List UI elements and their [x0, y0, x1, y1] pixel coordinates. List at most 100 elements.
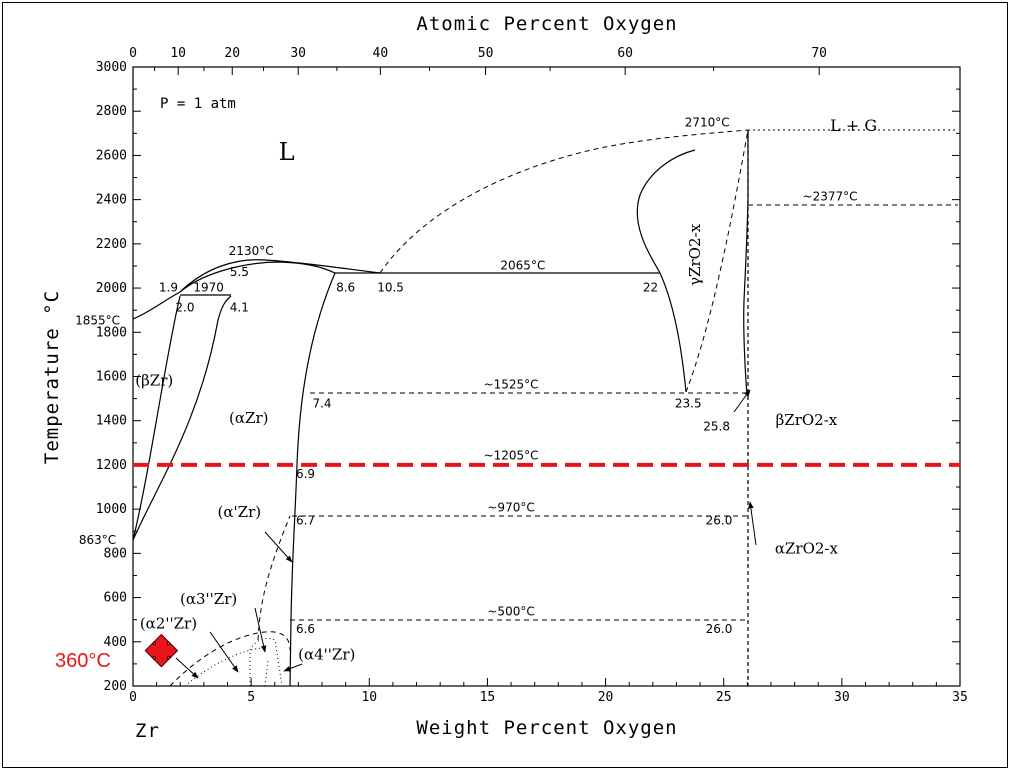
annotation-label: 10.5 — [377, 280, 404, 294]
arrow-alpha2 — [254, 607, 267, 653]
region-label: γZrO2-x — [686, 223, 704, 285]
y-axis-label: Temperature °C — [41, 290, 63, 464]
element-label: Zr — [135, 720, 160, 742]
gamma-lower-left — [659, 272, 687, 393]
x-tick-label: 35 — [952, 690, 968, 705]
x-tick-label: 10 — [361, 690, 377, 705]
pressure-condition: P = 1 atm — [160, 96, 236, 112]
annotation-label: 2710°C — [685, 116, 730, 130]
x-tick-label: 15 — [480, 690, 496, 705]
liquidus-dome — [179, 259, 381, 293]
region-label: (α4''Zr) — [298, 645, 355, 663]
annotation-label: 2130°C — [229, 244, 274, 258]
annotation-label: 6.6 — [296, 622, 315, 636]
region-label: (βZr) — [135, 371, 173, 389]
annotation-label: ~1205°C — [484, 448, 539, 462]
annotation-label: 863°C — [79, 533, 116, 547]
region-label: (α'Zr) — [218, 503, 262, 521]
arrow-alpha4 — [283, 663, 303, 672]
x2-tick-label: 20 — [224, 46, 240, 61]
annotation-label: 6.9 — [296, 467, 315, 481]
y-tick-label: 200 — [104, 679, 127, 694]
label-arrows — [175, 389, 757, 679]
x-axis: 0 5 10 15 20 25 30 35 — [129, 678, 968, 705]
alpha-double-prime-boundary — [169, 631, 291, 687]
beta-left-boundary — [132, 295, 181, 541]
annotation-label: 22 — [643, 280, 658, 294]
region-label: (α3''Zr) — [180, 590, 237, 608]
x2-tick-label: 10 — [170, 46, 186, 61]
y-tick-label: 400 — [104, 635, 127, 650]
liquidus-right-dashed — [379, 129, 749, 274]
arrow-beta-oxide — [733, 389, 751, 413]
dotted-boundaries — [184, 637, 283, 687]
alpha-prime-boundary — [257, 515, 291, 641]
region-label: βZrO2-x — [776, 411, 838, 429]
gamma-right-dashed — [685, 129, 749, 393]
top-x-axis-label: Atomic Percent Oxygen — [416, 13, 677, 35]
alpha-right-boundary — [289, 272, 336, 687]
annotation-label: 1855°C — [75, 314, 120, 328]
y-tick-label: 1400 — [96, 414, 127, 429]
region-label: (αZr) — [229, 409, 268, 427]
y-tick-label: 600 — [104, 591, 127, 606]
annotation-label: 26.0 — [706, 622, 733, 636]
x2-tick-label: 70 — [811, 46, 827, 61]
x2-tick-label: 0 — [129, 46, 137, 61]
annotation-label: 2065°C — [500, 258, 545, 272]
annotation-label: 26.0 — [706, 514, 733, 528]
top-x-axis: 0 10 20 30 40 50 60 70 — [129, 46, 827, 75]
x2-tick-label: 50 — [478, 46, 494, 61]
y-tick-label: 1600 — [96, 370, 127, 385]
marker-cross-icon — [144, 633, 179, 668]
phase-regions: L L + G (βZr) (αZr) (α'Zr) (α3''Zr) (α2''Zr) (α… — [135, 116, 877, 663]
y-tick-label: 3000 — [96, 60, 127, 75]
arrow-alpha-oxide — [748, 501, 757, 546]
plot-area — [132, 66, 961, 687]
dotted-1 — [184, 647, 263, 687]
annotation-label: ~2377°C — [803, 190, 858, 204]
dotted-3 — [264, 659, 269, 687]
marker-cross — [144, 633, 179, 668]
region-label: L — [279, 138, 295, 166]
y-tick-label: 1000 — [96, 502, 127, 517]
y-tick-label: 2400 — [96, 193, 127, 208]
alpha-beta-boundary — [132, 295, 232, 541]
arrow-alpha3 — [209, 631, 239, 673]
annotation-label: 25.8 — [703, 420, 730, 434]
dashed-boundaries — [169, 129, 958, 687]
marker-label: 360°C — [55, 650, 111, 672]
region-label: (α2''Zr) — [140, 615, 197, 633]
annotation-label: 1970 — [193, 280, 224, 294]
x2-tick-label: 40 — [373, 46, 389, 61]
annotation-label: ~970°C — [487, 500, 534, 514]
annotation-label: 7.4 — [312, 396, 331, 410]
point-annotations: 2710°C ~2377°C 2130°C 2065°C 1970 1.9 2.0 4.1 5.… — [75, 116, 857, 636]
annotation-label: ~500°C — [487, 604, 534, 618]
y-tick-label: 2200 — [96, 237, 127, 252]
arrow-alpha — [175, 657, 199, 679]
x-tick-label: 25 — [716, 690, 732, 705]
x-tick-label: 30 — [834, 690, 850, 705]
y-tick-label: 1800 — [96, 325, 127, 340]
annotation-label: 1.9 — [159, 280, 178, 294]
annotation-label: 6.7 — [296, 514, 315, 528]
x2-tick-label: 60 — [617, 46, 633, 61]
solidus-dome — [179, 261, 336, 293]
dotted-2 — [249, 637, 283, 687]
annotation-label: 4.1 — [230, 300, 249, 314]
liquidus-left — [132, 291, 181, 320]
arrow-alpha-prime — [264, 531, 293, 563]
y-tick-label: 1200 — [96, 458, 127, 473]
oxide-middle-boundary — [743, 299, 748, 396]
y-tick-label: 2800 — [96, 104, 127, 119]
annotation-label: 23.5 — [675, 396, 702, 410]
x-tick-label: 5 — [247, 690, 255, 705]
y-tick-label: 800 — [104, 546, 127, 561]
phase-boundaries — [132, 130, 749, 687]
annotation-label: ~1525°C — [484, 378, 539, 392]
y-tick-label: 2600 — [96, 148, 127, 163]
gamma-upper-left — [636, 149, 696, 274]
